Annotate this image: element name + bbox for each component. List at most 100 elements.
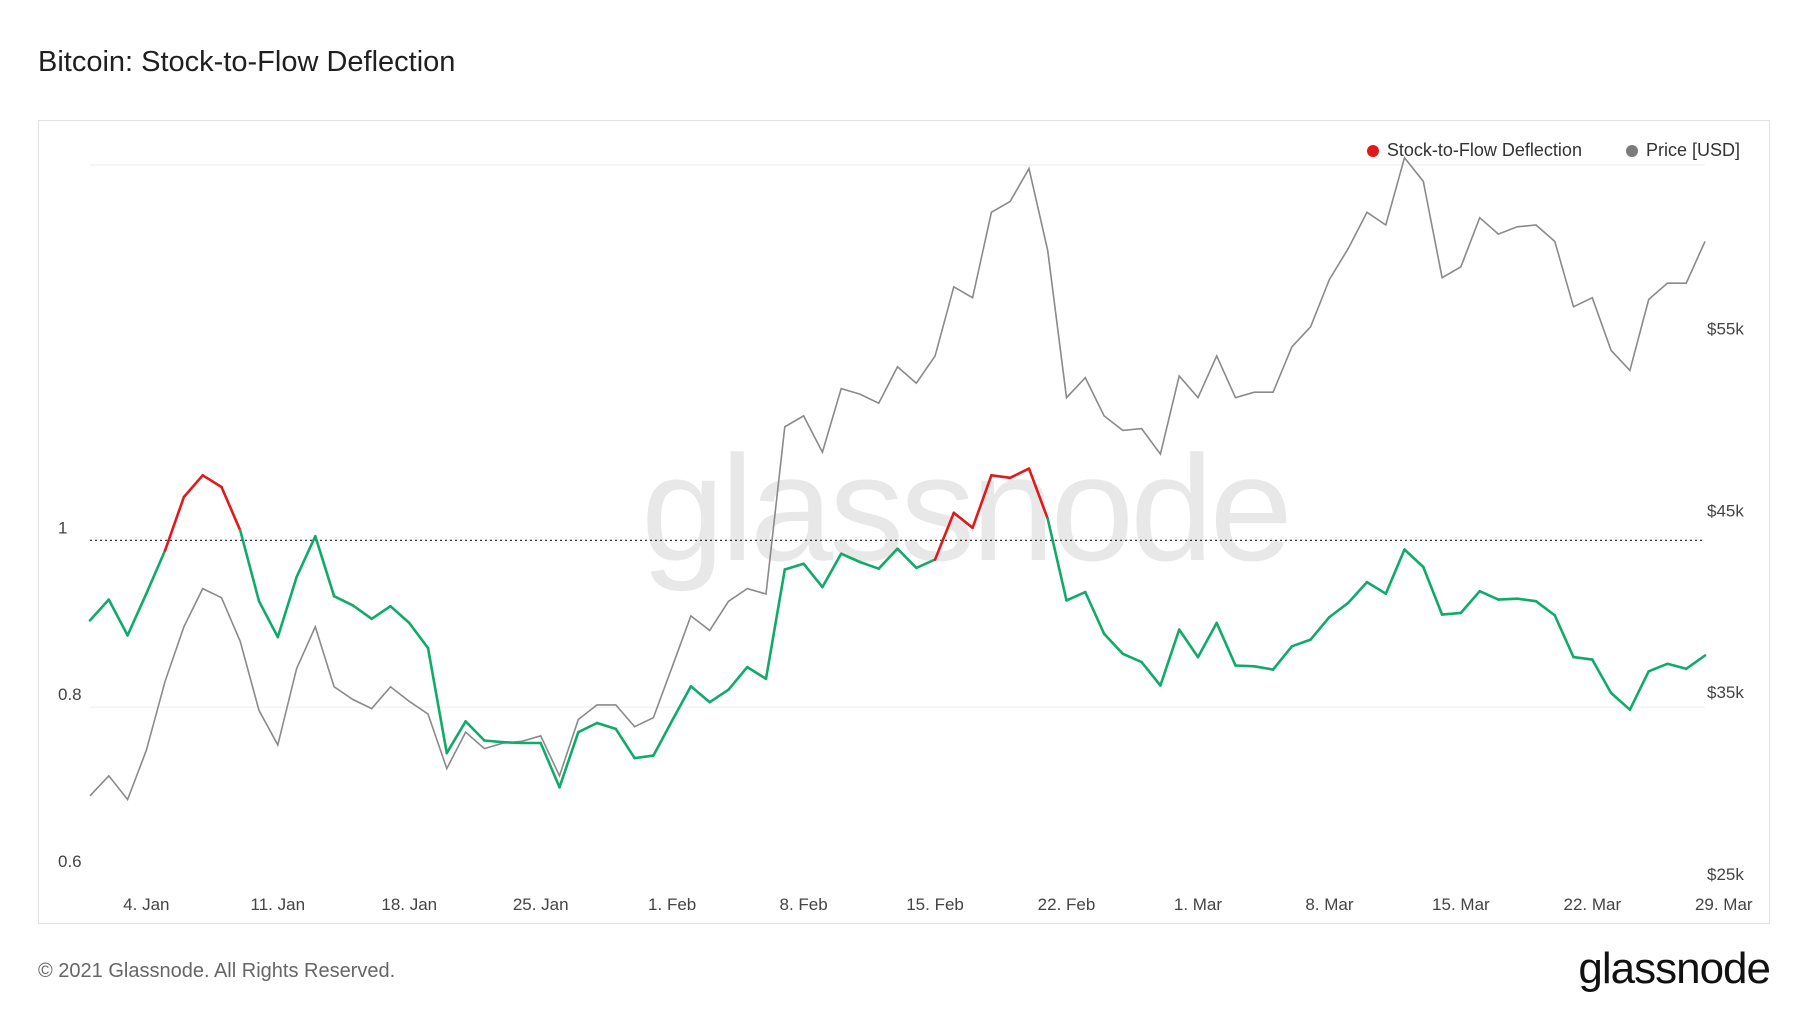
- deflection-segment: [1309, 615, 1331, 641]
- legend-label-deflection: Stock-to-Flow Deflection: [1386, 140, 1582, 160]
- deflection-segment: [1196, 621, 1218, 659]
- deflection-segment: [745, 665, 768, 681]
- deflection-segment: [1666, 662, 1688, 671]
- x-tick-label: 29. Mar: [1695, 895, 1753, 914]
- x-tick-label: 11. Jan: [251, 895, 306, 914]
- y-right-tick-label: $55k: [1707, 320, 1744, 339]
- deflection-segment: [708, 688, 730, 704]
- legend-dot-red: [1366, 144, 1379, 157]
- deflection-segment: [1553, 614, 1575, 659]
- deflection-segment: [877, 547, 899, 571]
- deflection-segment: [1121, 652, 1143, 664]
- glassnode-logo[interactable]: glassnode: [1578, 944, 1771, 993]
- deflection-segment: [313, 534, 336, 598]
- deflection-segment: [1478, 589, 1500, 601]
- stock-to-flow-series[interactable]: [88, 467, 1707, 789]
- legend-label-price: Price [USD]: [1645, 140, 1740, 160]
- x-tick-label: 15. Mar: [1432, 895, 1490, 914]
- deflection-segment: [670, 684, 693, 722]
- deflection-segment: [952, 511, 974, 530]
- deflection-segment: [201, 473, 223, 489]
- deflection-segment: [407, 621, 430, 650]
- deflection-segment: [1346, 580, 1369, 605]
- deflection-segment: [821, 552, 843, 589]
- deflection-segment: [1647, 662, 1669, 673]
- deflection-segment: [1102, 632, 1125, 656]
- deflection-segment: [126, 592, 148, 637]
- deflection-segment: [182, 473, 204, 499]
- deflection-segment: [652, 719, 674, 757]
- deflection-segment: [971, 473, 993, 530]
- x-tick-label: 8. Mar: [1305, 895, 1354, 914]
- deflection-segment: [839, 552, 862, 564]
- deflection-segment: [1271, 644, 1294, 671]
- grid-lines: [90, 164, 1705, 708]
- deflection-segment: [389, 604, 411, 625]
- x-tick-label: 4. Jan: [123, 895, 169, 914]
- x-tick-label: 8. Feb: [780, 895, 828, 914]
- deflection-segment: [727, 665, 749, 692]
- deflection-segment: [1253, 664, 1275, 671]
- x-tick-label: 25. Jan: [513, 895, 569, 914]
- deflection-segment: [1159, 628, 1181, 687]
- deflection-segment: [332, 594, 355, 607]
- x-tick-label: 22. Mar: [1564, 895, 1622, 914]
- deflection-segment: [1591, 658, 1613, 695]
- y-axis-right: $25k $35k $45k $55k: [1707, 320, 1744, 884]
- chart-title: Bitcoin: Stock-to-Flow Deflection: [38, 46, 456, 78]
- copyright-footer: © 2021 Glassnode. All Rights Reserved.: [38, 960, 396, 982]
- deflection-segment: [1684, 654, 1707, 671]
- deflection-segment: [1459, 589, 1481, 615]
- deflection-segment: [1572, 655, 1594, 661]
- deflection-segment: [633, 754, 655, 760]
- chart-panel: [38, 120, 1770, 924]
- deflection-segment: [1403, 548, 1425, 569]
- x-tick-label: 1. Feb: [648, 895, 696, 914]
- deflection-segment: [539, 741, 561, 789]
- deflection-segment: [1515, 597, 1538, 603]
- deflection-segment: [896, 547, 918, 570]
- deflection-segment: [990, 473, 1012, 480]
- deflection-segment: [1328, 601, 1350, 619]
- x-tick-label: 1. Mar: [1174, 895, 1223, 914]
- deflection-segment: [558, 730, 580, 789]
- y-right-tick-label: $45k: [1707, 501, 1744, 520]
- price-series[interactable]: [89, 155, 1706, 802]
- deflection-segment: [145, 549, 167, 596]
- deflection-segment: [88, 598, 111, 622]
- legend-item-deflection[interactable]: Stock-to-Flow Deflection: [1366, 140, 1582, 161]
- legend: Stock-to-Flow Deflection Price [USD]: [1366, 140, 1740, 161]
- deflection-segment: [1534, 599, 1557, 617]
- deflection-segment: [1628, 669, 1650, 712]
- legend-item-price[interactable]: Price [USD]: [1625, 140, 1740, 161]
- deflection-segment: [483, 739, 505, 744]
- deflection-segment: [426, 646, 449, 755]
- deflection-segment: [1609, 691, 1632, 712]
- deflection-segment: [1140, 660, 1162, 687]
- deflection-segment: [858, 560, 881, 571]
- deflection-segment: [1084, 590, 1106, 636]
- deflection-segment: [163, 495, 186, 552]
- price-line-path: [89, 155, 1706, 802]
- deflection-segment: [802, 562, 824, 589]
- deflection-segment: [1384, 548, 1406, 596]
- x-axis: 4. Jan 11. Jan 18. Jan 25. Jan 1. Feb 8. Feb 1…: [123, 895, 1753, 914]
- deflection-segment: [501, 740, 524, 745]
- deflection-segment: [445, 720, 467, 755]
- watermark: glassnode: [641, 424, 1289, 592]
- x-tick-label: 22. Feb: [1038, 895, 1096, 914]
- deflection-segment: [1365, 580, 1388, 596]
- x-tick-label: 18. Jan: [381, 895, 437, 914]
- deflection-segment: [1177, 628, 1200, 659]
- deflection-segment: [1497, 597, 1519, 601]
- deflection-segment: [464, 720, 486, 742]
- deflection-segment: [764, 568, 787, 681]
- deflection-segment: [1046, 517, 1068, 602]
- deflection-segment: [1215, 621, 1237, 667]
- y-right-tick-label: $35k: [1707, 683, 1744, 702]
- deflection-segment: [914, 558, 937, 570]
- deflection-segment: [370, 604, 392, 621]
- deflection-segment: [1422, 565, 1444, 616]
- deflection-segment: [220, 485, 242, 532]
